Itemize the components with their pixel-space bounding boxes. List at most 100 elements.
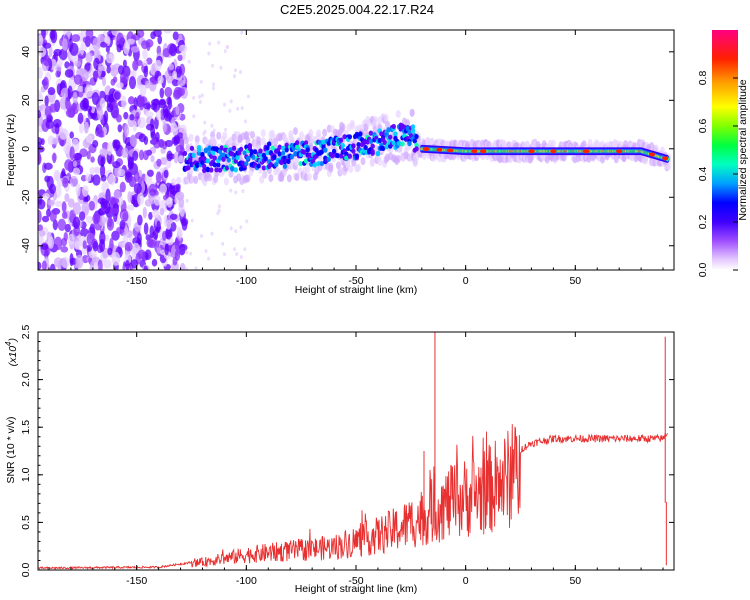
heatmap-cell [101, 76, 107, 87]
heatmap-cell [407, 141, 412, 147]
heatmap-cell [43, 162, 53, 170]
heatmap-cell [230, 151, 235, 157]
heatmap-cell [166, 96, 172, 105]
heatmap-cell [131, 242, 141, 254]
heatmap-cell [182, 150, 188, 157]
heatmap-cell [242, 150, 247, 156]
heatmap-cell [38, 151, 41, 165]
snr-x-label: Height of straight line (km) [295, 583, 418, 595]
heatmap-cell [132, 199, 139, 208]
heatmap-cell [117, 65, 125, 75]
heatmap-cell [293, 150, 298, 157]
heatmap-cell [85, 30, 94, 40]
heatmap-cell [235, 252, 239, 257]
heatmap-cell [303, 158, 309, 164]
heatmap-cell [405, 119, 411, 128]
heatmap-cell [233, 68, 237, 73]
heatmap-cell [53, 257, 63, 268]
heatmap-cell [173, 151, 179, 164]
heatmap-cell [316, 160, 321, 167]
heatmap-cell [166, 219, 172, 230]
heatmap-cell [351, 148, 356, 154]
heatmap-cell [322, 128, 328, 137]
heatmap-cell [92, 213, 101, 225]
spectrogram-y-ticks: -40 -20 0 20 40 [20, 46, 674, 253]
heatmap-cell [225, 45, 229, 50]
heatmap-cell [99, 97, 106, 109]
snr-y-label: SNR (10 * v/v) [5, 416, 17, 483]
heatmap-cell [62, 37, 68, 51]
spectrogram-y-tick-label: -20 [20, 190, 32, 205]
heatmap-cell [414, 146, 419, 152]
heatmap-cell [176, 226, 182, 235]
heatmap-cell [377, 137, 382, 144]
heatmap-cell [45, 119, 54, 130]
heatmap-cell [326, 140, 332, 146]
heatmap-cell [175, 176, 182, 185]
heatmap-cell [340, 123, 346, 132]
heatmap-cell [117, 168, 126, 177]
heatmap-cell [260, 137, 266, 146]
heatmap-cell [85, 51, 93, 63]
heatmap-cell [323, 147, 328, 153]
heatmap-cell [172, 256, 178, 266]
heatmap-cell [259, 175, 265, 184]
heatmap-cell [75, 183, 81, 197]
heatmap-cell [239, 225, 243, 230]
heatmap-cell [395, 154, 401, 163]
heatmap-cell [107, 247, 113, 256]
colorbar-label: Normalized spectral amplitude [737, 79, 749, 220]
heatmap-cell [302, 149, 307, 155]
heatmap-cell [194, 135, 200, 144]
heatmap-cell [662, 156, 669, 161]
heatmap-cell [244, 161, 249, 167]
heatmap-cell [178, 243, 186, 256]
heatmap-cell [49, 263, 56, 270]
heatmap-cell [124, 123, 130, 138]
heatmap-cell [78, 211, 86, 221]
heatmap-cell [159, 183, 167, 195]
heatmap-cell [44, 105, 52, 118]
heatmap-cell [229, 226, 233, 231]
snr-multiplier: (x104) [4, 338, 19, 366]
heatmap-cell [232, 247, 236, 252]
heatmap-cell [176, 191, 185, 201]
heatmap-cell [112, 161, 121, 169]
heatmap-cell [175, 105, 180, 116]
heatmap-cell [46, 199, 55, 206]
heatmap-cell [99, 231, 106, 245]
heatmap-cell [109, 196, 116, 205]
heatmap-cell [340, 142, 346, 149]
heatmap-cell [185, 250, 189, 255]
heatmap-cell [85, 135, 93, 144]
heatmap-cell [72, 202, 81, 215]
heatmap-cell [358, 131, 363, 137]
colorbar-tick-label: 0.2 [697, 215, 709, 230]
heatmap-cell [126, 204, 135, 211]
heatmap-cell [117, 124, 123, 133]
heatmap-cell [203, 148, 209, 154]
heatmap-cell [103, 259, 112, 269]
snr-y-tick-label: 0.5 [20, 515, 32, 530]
heatmap-cell [386, 127, 391, 133]
heatmap-cell [139, 96, 148, 106]
heatmap-cell [355, 163, 361, 172]
heatmap-cell [212, 155, 217, 161]
heatmap-cell [377, 157, 383, 166]
heatmap-cell [288, 130, 294, 139]
heatmap-cell [124, 241, 133, 252]
heatmap-cell [369, 159, 375, 168]
heatmap-cell [121, 147, 129, 159]
heatmap-cell [72, 167, 81, 176]
heatmap-cell [168, 63, 175, 71]
heatmap-cell [151, 258, 158, 267]
heatmap-cell [146, 41, 151, 52]
snr-x-ticks: -150 -100 -50 0 50 [48, 332, 664, 587]
heatmap-cell [189, 145, 195, 151]
heatmap-cell [308, 129, 314, 138]
heatmap-cell [234, 190, 238, 195]
heatmap-cell [38, 110, 42, 119]
heatmap-cell [211, 86, 215, 91]
heatmap-cell [342, 134, 347, 140]
snr-x-tick-label: -50 [348, 575, 363, 587]
